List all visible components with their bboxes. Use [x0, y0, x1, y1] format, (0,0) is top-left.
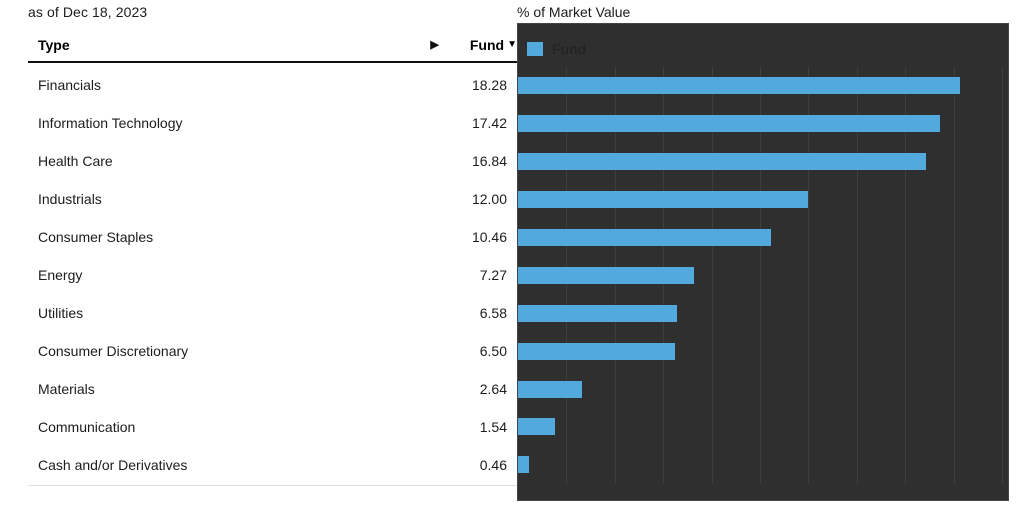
gridline	[856, 67, 858, 484]
row-fund-value: 12.00	[471, 191, 507, 207]
sort-descending-icon: ▼	[507, 39, 517, 50]
row-type-label: Consumer Discretionary	[38, 343, 189, 359]
bar-row	[518, 446, 1002, 484]
as-of-date: as of Dec 18, 2023	[28, 4, 148, 20]
table-row: Consumer Staples 10.46	[28, 218, 517, 256]
bar-row	[518, 370, 1002, 408]
bar-row	[518, 408, 1002, 446]
bar	[518, 418, 556, 436]
row-fund-value: 16.84	[471, 153, 507, 169]
bar	[518, 229, 772, 246]
legend-swatch-fund	[527, 42, 543, 56]
row-fund-value: 1.54	[479, 419, 507, 435]
bar	[518, 266, 694, 284]
bar	[518, 153, 926, 171]
row-type-label: Cash and/or Derivatives	[38, 457, 188, 473]
bar	[518, 191, 809, 209]
row-fund-value: 6.50	[479, 343, 507, 359]
row-type-label: Communication	[38, 419, 136, 435]
column-header-type[interactable]: Type	[38, 37, 70, 53]
chart-title: % of Market Value	[517, 4, 631, 20]
row-type-label: Financials	[38, 77, 102, 93]
bar-row	[518, 219, 1002, 257]
chart-plot-area	[518, 67, 1003, 484]
chart-legend: Fund	[527, 41, 586, 57]
row-type-label: Health Care	[38, 153, 113, 169]
table-bottom-divider	[28, 485, 517, 486]
row-fund-value: 0.46	[479, 457, 507, 473]
bar	[518, 342, 676, 360]
legend-label-fund: Fund	[552, 41, 587, 57]
row-type-label: Energy	[38, 267, 83, 283]
column-header-fund[interactable]: Fund ▼	[470, 37, 517, 53]
bar-row	[518, 332, 1002, 370]
table-row: Information Technology 17.42	[28, 104, 517, 142]
gridline	[1002, 67, 1003, 484]
bar	[518, 380, 582, 398]
row-fund-value: 17.42	[471, 115, 507, 131]
gridline	[711, 67, 713, 484]
table-row: Cash and/or Derivatives 0.46	[28, 446, 517, 484]
row-fund-value: 6.58	[479, 305, 507, 321]
row-fund-value: 10.46	[471, 229, 507, 245]
table-header: Type ▶ Fund ▼	[28, 33, 517, 57]
table-row: Communication 1.54	[28, 408, 517, 446]
column-header-fund-label: Fund	[469, 37, 505, 53]
bar	[518, 304, 678, 322]
row-type-label: Information Technology	[38, 115, 183, 131]
table-row: Utilities 6.58	[28, 294, 517, 332]
gridline	[953, 67, 955, 484]
gridline	[760, 67, 761, 484]
table-row: Financials 18.28	[28, 66, 517, 104]
bar	[518, 115, 940, 133]
bar-chart: Fund	[517, 23, 1009, 501]
bar-row	[518, 67, 1002, 105]
bar	[518, 77, 961, 95]
row-type-label: Consumer Staples	[38, 229, 154, 245]
expand-right-icon[interactable]: ▶	[430, 38, 439, 51]
bar-row	[518, 294, 1002, 332]
row-fund-value: 18.28	[471, 77, 507, 93]
header-divider	[28, 61, 517, 63]
row-fund-value: 2.64	[479, 381, 507, 397]
row-type-label: Materials	[38, 381, 95, 397]
table-row: Consumer Discretionary 6.50	[28, 332, 517, 370]
bar-row	[518, 105, 1002, 143]
bar-row	[518, 143, 1002, 181]
bar	[518, 456, 530, 474]
bar-row	[518, 181, 1002, 219]
table-row: Health Care 16.84	[28, 142, 517, 180]
row-type-label: Industrials	[38, 191, 102, 207]
table-row: Materials 2.64	[28, 370, 517, 408]
gridline	[808, 67, 810, 484]
row-type-label: Utilities	[38, 305, 84, 321]
table-row: Industrials 12.00	[28, 180, 517, 218]
bar-row	[518, 256, 1002, 294]
row-fund-value: 7.27	[479, 267, 507, 283]
table-rows: Financials 18.28 Information Technology …	[28, 66, 517, 484]
table-row: Energy 7.27	[28, 256, 517, 294]
gridline	[905, 67, 907, 484]
